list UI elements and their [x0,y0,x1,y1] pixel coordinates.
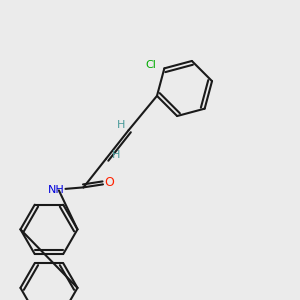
Text: O: O [105,176,115,189]
Text: Cl: Cl [146,60,156,70]
Text: H: H [112,150,121,160]
Text: NH: NH [48,185,65,195]
Text: H: H [117,120,125,130]
